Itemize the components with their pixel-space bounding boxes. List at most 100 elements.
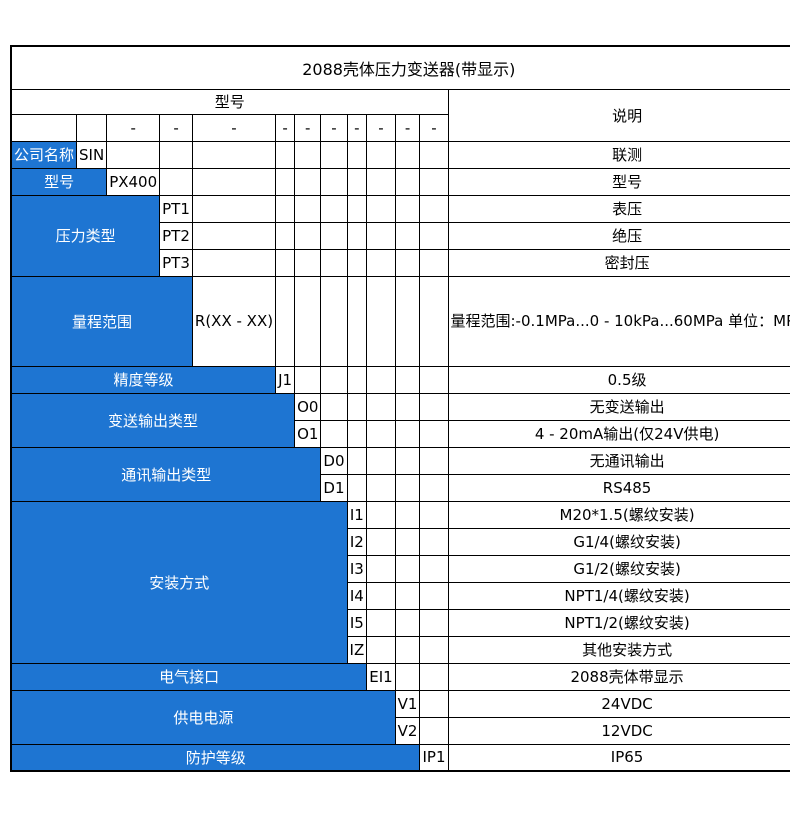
row-label-range: 量程范围	[10, 275, 193, 367]
code-d0: D0	[320, 446, 348, 475]
dash-cell: -	[394, 113, 421, 142]
row-label-comm-type: 通讯输出类型	[10, 446, 322, 502]
empty-cell	[366, 635, 396, 664]
code-i2: I2	[346, 527, 368, 556]
code-v2: V2	[394, 716, 421, 745]
empty-cell	[394, 527, 421, 556]
empty-cell	[191, 140, 277, 169]
empty-cell	[394, 248, 421, 277]
dash-cell: -	[419, 113, 449, 142]
empty-cell	[294, 275, 322, 367]
row-label-mounting: 安装方式	[10, 500, 348, 664]
empty-cell	[320, 365, 348, 394]
empty-cell	[366, 554, 396, 583]
desc-model: 型号	[447, 167, 790, 196]
empty-cell	[320, 167, 348, 196]
row-label-accuracy: 精度等级	[10, 365, 277, 394]
empty-cell	[366, 419, 396, 448]
empty-cell	[346, 446, 368, 475]
desc-i3: G1/2(螺纹安装)	[447, 554, 790, 583]
empty-cell	[419, 500, 449, 529]
empty-cell	[346, 140, 368, 169]
empty-cell	[419, 608, 449, 637]
code-pt3: PT3	[159, 248, 193, 277]
empty-cell	[366, 248, 396, 277]
description-header: 说明	[447, 88, 790, 142]
code-iz: IZ	[346, 635, 368, 664]
empty-cell	[366, 608, 396, 637]
desc-v2: 12VDC	[447, 716, 790, 745]
desc-o0: 无变送输出	[447, 392, 790, 421]
empty-cell	[419, 194, 449, 223]
desc-iz: 其他安装方式	[447, 635, 790, 664]
desc-i1: M20*1.5(螺纹安装)	[447, 500, 790, 529]
desc-i5: NPT1/2(螺纹安装)	[447, 608, 790, 637]
desc-d0: 无通讯输出	[447, 446, 790, 475]
empty-cell	[366, 473, 396, 502]
code-i4: I4	[346, 581, 368, 610]
empty-cell	[394, 419, 421, 448]
empty-cell	[394, 608, 421, 637]
empty-cell	[275, 167, 296, 196]
empty-cell	[366, 167, 396, 196]
desc-d1: RS485	[447, 473, 790, 502]
empty-cell	[191, 194, 277, 223]
empty-cell	[419, 689, 449, 718]
desc-range: 量程范围:-0.1MPa...0 - 10kPa...60MPa 单位：MPa	[447, 275, 790, 367]
desc-company: 联测	[447, 140, 790, 169]
empty-cell	[320, 221, 348, 250]
code-range: R(XX - XX)	[191, 275, 277, 367]
empty-cell	[394, 473, 421, 502]
empty-cell	[394, 446, 421, 475]
dash-cell: -	[366, 113, 396, 142]
desc-i2: G1/4(螺纹安装)	[447, 527, 790, 556]
empty-cell	[159, 140, 193, 169]
empty-cell	[320, 392, 348, 421]
empty-cell	[320, 194, 348, 223]
empty-cell	[275, 248, 296, 277]
empty-cell	[394, 275, 421, 367]
empty-cell	[394, 167, 421, 196]
code-o1: O1	[294, 419, 322, 448]
dash-cell: -	[275, 113, 296, 142]
empty-cell	[419, 527, 449, 556]
empty-cell	[320, 140, 348, 169]
empty-cell	[419, 716, 449, 745]
dash-cell: -	[320, 113, 348, 142]
empty-cell	[394, 554, 421, 583]
empty-cell	[419, 581, 449, 610]
model-selection-table: 2088壳体压力变送器(带显示) 型号 说明 - - - - - - - - -…	[10, 45, 790, 772]
empty-cell	[346, 221, 368, 250]
empty-cell	[394, 635, 421, 664]
empty-cell	[394, 194, 421, 223]
model-number-header: 型号	[10, 88, 449, 115]
dash-cell: -	[159, 113, 193, 142]
empty-cell	[419, 446, 449, 475]
empty-cell	[366, 446, 396, 475]
desc-i4: NPT1/4(螺纹安装)	[447, 581, 790, 610]
empty-cell	[294, 248, 322, 277]
row-label-company-name: 公司名称	[10, 140, 78, 169]
empty-cell	[275, 275, 296, 367]
code-ip1: IP1	[419, 743, 449, 772]
empty-cell	[275, 194, 296, 223]
empty-cell	[394, 221, 421, 250]
empty-cell	[366, 581, 396, 610]
desc-pt2: 绝压	[447, 221, 790, 250]
desc-ip1: IP65	[447, 743, 790, 772]
empty-cell	[294, 194, 322, 223]
code-ei1: EI1	[366, 662, 396, 691]
row-label-pressure-type: 压力类型	[10, 194, 161, 277]
empty-cell	[419, 275, 449, 367]
empty-cell	[294, 140, 322, 169]
empty-cell	[346, 365, 368, 394]
code-company: SIN	[76, 140, 108, 169]
code-i1: I1	[346, 500, 368, 529]
empty-cell	[394, 365, 421, 394]
empty-cell	[419, 662, 449, 691]
row-label-model: 型号	[10, 167, 108, 196]
empty-cell	[419, 635, 449, 664]
desc-pt1: 表压	[447, 194, 790, 223]
dash-cell: -	[191, 113, 277, 142]
